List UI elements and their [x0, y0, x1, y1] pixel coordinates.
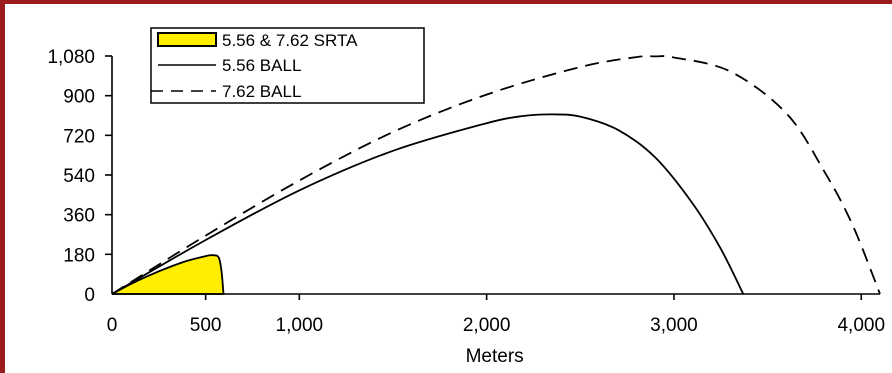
x-tick-label: 0 — [107, 315, 118, 336]
series-5-56-ball-line — [111, 113, 745, 295]
y-tick-label: 360 — [63, 206, 95, 227]
x-tick-label: 4,000 — [837, 315, 885, 336]
series-5-56-7-62-srta-area — [111, 254, 225, 295]
legend-swatch-srta — [157, 32, 217, 47]
y-tick-label: 720 — [63, 126, 95, 147]
y-axis-ticks: 0 180 360 540 720 900 1,080 — [47, 47, 112, 306]
y-tick-label: 1,080 — [47, 47, 95, 68]
legend-label-762-ball: 7.62 BALL — [222, 82, 301, 101]
legend: 5.56 & 7.62 SRTA 5.56 BALL 7.62 BALL — [150, 27, 425, 104]
y-tick-label: 540 — [63, 166, 95, 187]
y-tick-label: 180 — [63, 245, 95, 266]
x-tick-label: 2,000 — [463, 315, 511, 336]
y-tick-label: 0 — [84, 285, 95, 306]
legend-label-556-ball: 5.56 BALL — [222, 56, 301, 75]
x-tick-label: 500 — [190, 315, 222, 336]
x-axis-ticks: 0 500 1,000 2,000 3,000 4,000 — [107, 294, 885, 336]
x-tick-label: 3,000 — [650, 315, 698, 336]
legend-label-srta: 5.56 & 7.62 SRTA — [222, 31, 358, 50]
y-tick-label: 900 — [63, 87, 95, 108]
plot-area — [111, 55, 881, 295]
x-tick-label: 1,000 — [276, 315, 324, 336]
x-axis-title: Meters — [466, 346, 524, 367]
series-7-62-ball-line — [111, 55, 881, 295]
